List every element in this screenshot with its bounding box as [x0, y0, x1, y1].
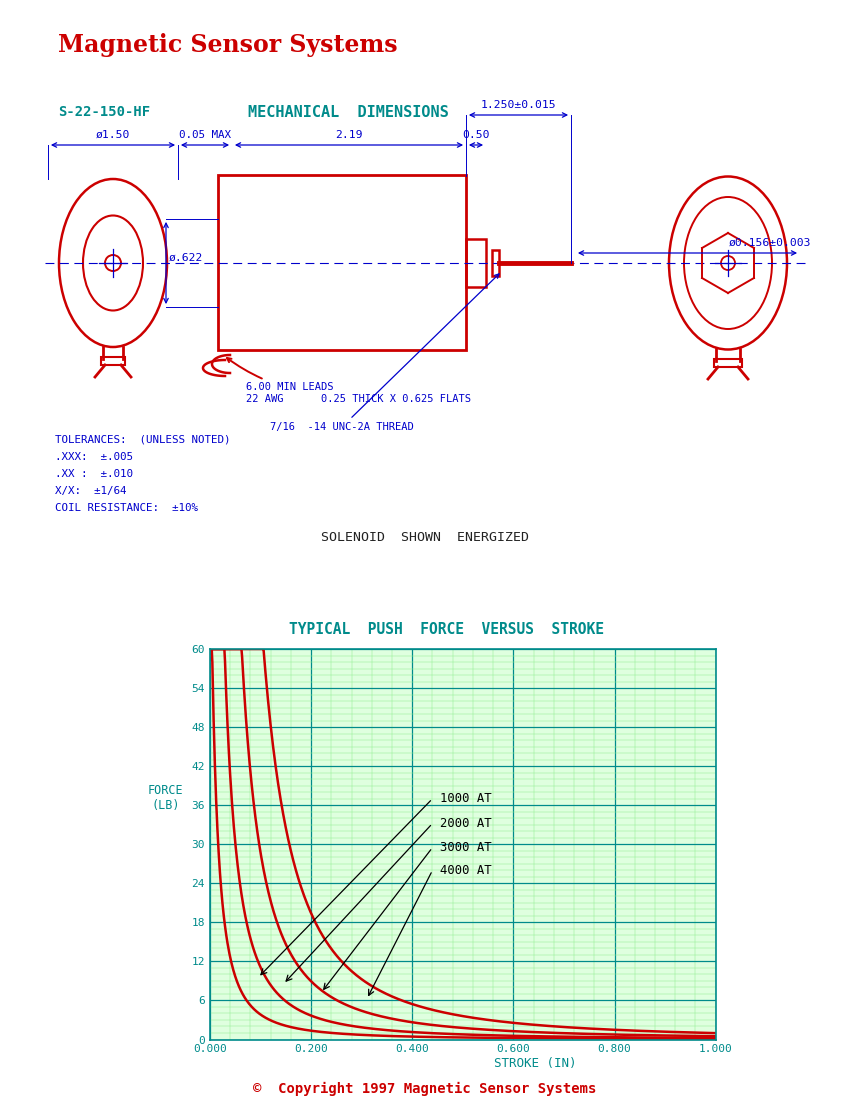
Text: MECHANICAL  DIMENSIONS: MECHANICAL DIMENSIONS — [248, 104, 449, 120]
Bar — [218, 175, 466, 350]
Text: COIL RESISTANCE:  ±10%: COIL RESISTANCE: ±10% — [55, 503, 198, 513]
Text: FORCE
(LB): FORCE (LB) — [148, 783, 184, 812]
Text: STROKE (IN): STROKE (IN) — [494, 1057, 577, 1070]
Text: 0.05 MAX: 0.05 MAX — [179, 130, 231, 140]
Text: 4000 AT: 4000 AT — [440, 864, 491, 877]
Text: 7/16  -14 UNC-2A THREAD: 7/16 -14 UNC-2A THREAD — [270, 274, 499, 432]
Text: 6.00 MIN LEADS
22 AWG      0.25 THICK X 0.625 FLATS: 6.00 MIN LEADS 22 AWG 0.25 THICK X 0.625… — [227, 358, 471, 404]
Text: 3000 AT: 3000 AT — [440, 842, 491, 854]
Text: TOLERANCES:  (UNLESS NOTED): TOLERANCES: (UNLESS NOTED) — [55, 434, 230, 446]
Text: ø1.50: ø1.50 — [96, 130, 130, 140]
Text: .XX :  ±.010: .XX : ±.010 — [55, 469, 133, 478]
Text: ø.622: ø.622 — [169, 253, 203, 263]
Bar — [492, 250, 499, 276]
Text: SOLENOID  SHOWN  ENERGIZED: SOLENOID SHOWN ENERGIZED — [321, 531, 529, 544]
Text: 2000 AT: 2000 AT — [440, 817, 491, 829]
Text: 1000 AT: 1000 AT — [440, 792, 491, 805]
Text: .XXX:  ±.005: .XXX: ±.005 — [55, 452, 133, 462]
Text: ø0.156±0.003: ø0.156±0.003 — [728, 238, 811, 248]
Text: 1.250±0.015: 1.250±0.015 — [481, 100, 556, 110]
Text: S-22-150-HF: S-22-150-HF — [58, 104, 150, 119]
Text: TYPICAL  PUSH  FORCE  VERSUS  STROKE: TYPICAL PUSH FORCE VERSUS STROKE — [289, 621, 604, 637]
Bar — [101, 358, 125, 365]
Bar — [466, 239, 486, 287]
Text: 0.50: 0.50 — [462, 130, 490, 140]
Text: Magnetic Sensor Systems: Magnetic Sensor Systems — [58, 33, 398, 57]
Text: 2.19: 2.19 — [335, 130, 363, 140]
Text: ©  Copyright 1997 Magnetic Sensor Systems: © Copyright 1997 Magnetic Sensor Systems — [253, 1082, 597, 1096]
Text: X/X:  ±1/64: X/X: ±1/64 — [55, 486, 127, 496]
Bar — [714, 359, 742, 367]
